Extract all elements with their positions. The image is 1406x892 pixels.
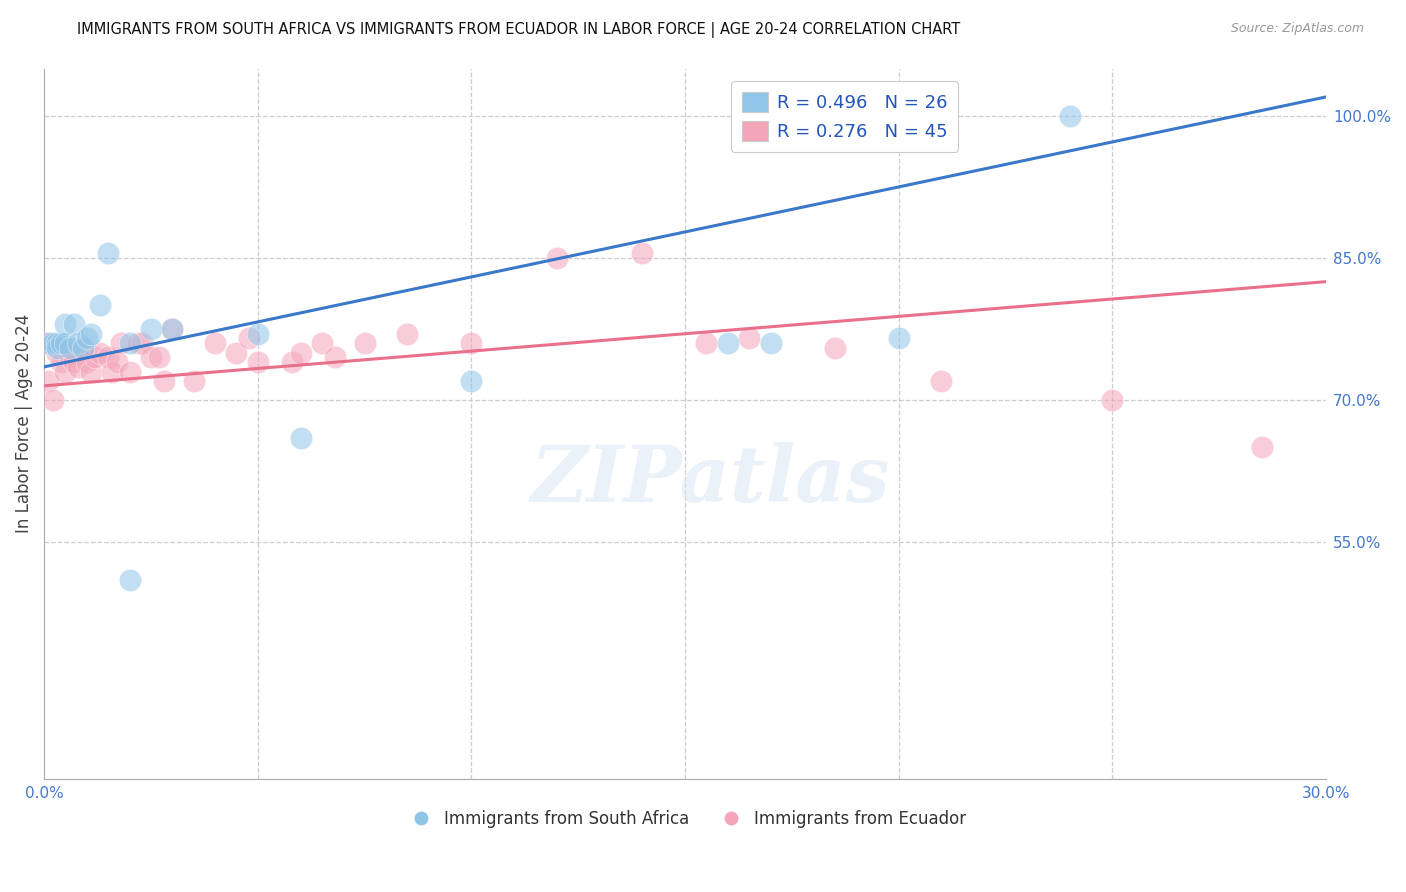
- Point: [460, 336, 482, 351]
- Point: [281, 355, 304, 369]
- Text: IMMIGRANTS FROM SOUTH AFRICA VS IMMIGRANTS FROM ECUADOR IN LABOR FORCE | AGE 20-: IMMIGRANTS FROM SOUTH AFRICA VS IMMIGRAN…: [77, 22, 960, 38]
- Point: [139, 351, 162, 365]
- Point: [80, 326, 103, 341]
- Text: ZIPatlas: ZIPatlas: [531, 442, 890, 519]
- Point: [55, 318, 77, 332]
- Point: [76, 331, 98, 345]
- Point: [546, 251, 568, 265]
- Legend: Immigrants from South Africa, Immigrants from Ecuador: Immigrants from South Africa, Immigrants…: [398, 803, 973, 835]
- Point: [63, 355, 86, 369]
- Point: [717, 336, 740, 351]
- Point: [152, 374, 174, 388]
- Point: [204, 336, 226, 351]
- Point: [1059, 109, 1081, 123]
- Text: Source: ZipAtlas.com: Source: ZipAtlas.com: [1230, 22, 1364, 36]
- Point: [76, 355, 98, 369]
- Point: [59, 351, 82, 365]
- Point: [110, 336, 132, 351]
- Point: [45, 345, 67, 359]
- Point: [246, 355, 269, 369]
- Point: [72, 341, 94, 355]
- Point: [238, 331, 260, 345]
- Point: [148, 351, 170, 365]
- Point: [290, 345, 312, 359]
- Point: [631, 246, 654, 260]
- Point: [1251, 441, 1274, 455]
- Point: [931, 374, 953, 388]
- Point: [824, 341, 846, 355]
- Point: [1101, 392, 1123, 407]
- Point: [460, 374, 482, 388]
- Y-axis label: In Labor Force | Age 20-24: In Labor Force | Age 20-24: [15, 314, 32, 533]
- Point: [51, 355, 73, 369]
- Point: [51, 336, 73, 351]
- Point: [290, 431, 312, 445]
- Point: [84, 351, 107, 365]
- Point: [105, 355, 128, 369]
- Point: [45, 336, 67, 351]
- Point: [118, 573, 141, 587]
- Point: [183, 374, 205, 388]
- Point: [67, 336, 90, 351]
- Point: [311, 336, 333, 351]
- Point: [41, 336, 63, 351]
- Point: [55, 336, 77, 351]
- Point: [139, 322, 162, 336]
- Point: [72, 341, 94, 355]
- Point: [225, 345, 247, 359]
- Point: [887, 331, 910, 345]
- Point: [37, 336, 59, 351]
- Point: [323, 351, 346, 365]
- Point: [162, 322, 184, 336]
- Point: [759, 336, 782, 351]
- Point: [353, 336, 375, 351]
- Point: [55, 365, 77, 379]
- Point: [738, 331, 761, 345]
- Point: [246, 326, 269, 341]
- Point: [162, 322, 184, 336]
- Point: [80, 365, 103, 379]
- Point: [45, 341, 67, 355]
- Point: [89, 298, 111, 312]
- Point: [63, 318, 86, 332]
- Point: [127, 336, 149, 351]
- Point: [89, 345, 111, 359]
- Point: [59, 341, 82, 355]
- Point: [101, 365, 124, 379]
- Point: [118, 336, 141, 351]
- Point: [118, 365, 141, 379]
- Point: [131, 336, 153, 351]
- Point: [97, 246, 120, 260]
- Point: [37, 336, 59, 351]
- Point: [97, 351, 120, 365]
- Point: [67, 359, 90, 374]
- Point: [41, 392, 63, 407]
- Point: [37, 374, 59, 388]
- Point: [695, 336, 717, 351]
- Point: [396, 326, 419, 341]
